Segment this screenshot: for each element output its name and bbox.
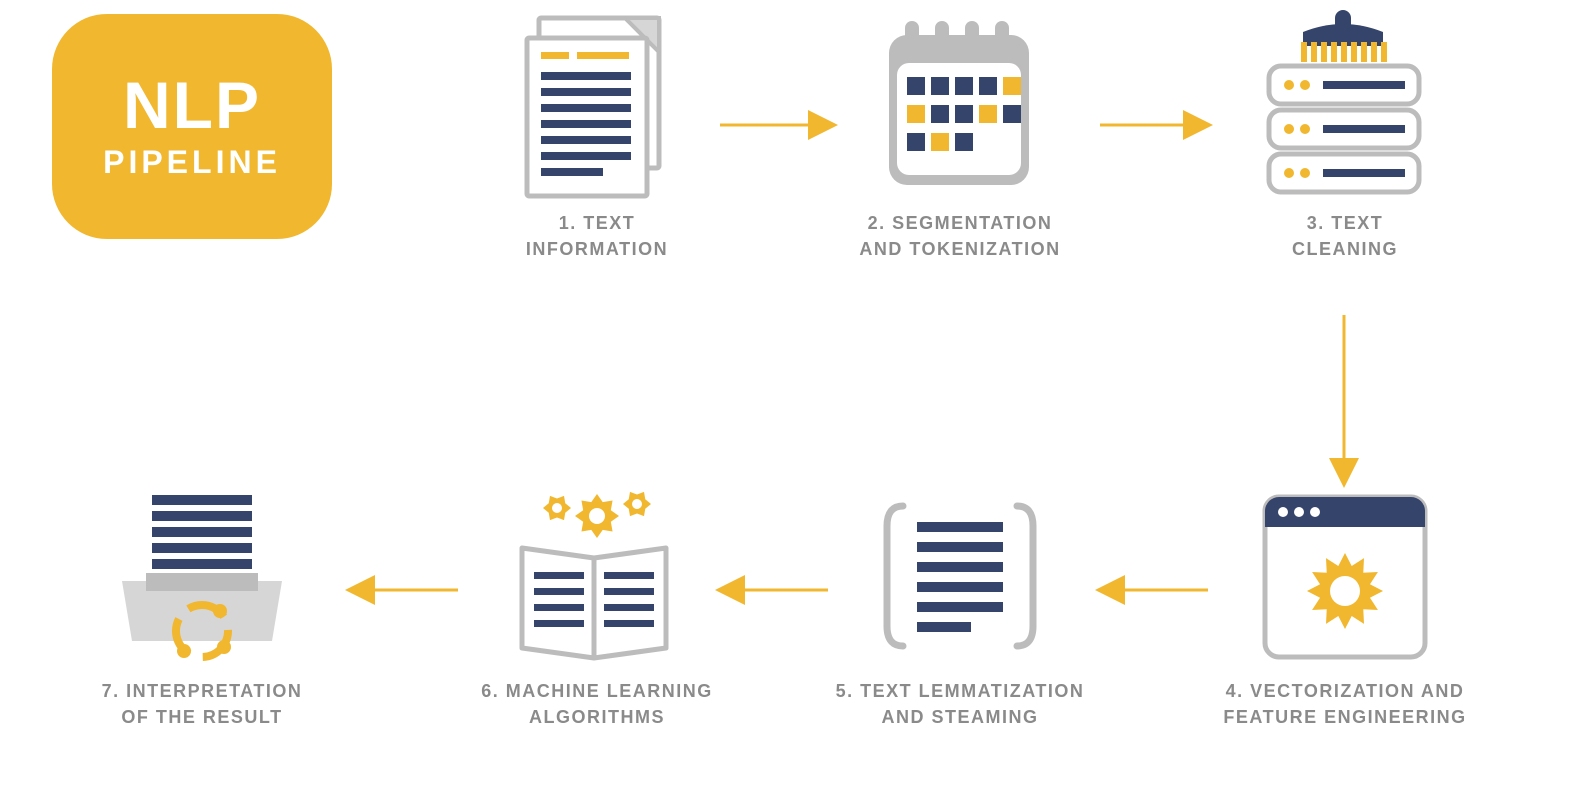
window-gear-icon (1255, 478, 1435, 678)
printer-icon (102, 478, 302, 678)
step-4: 4. VECTORIZATION AND FEATURE ENGINEERING (1215, 478, 1475, 730)
step-label-6: 6. MACHINE LEARNING ALGORITHMS (481, 678, 713, 730)
step-1: 1. TEXT INFORMATION (467, 10, 727, 262)
bracket-text-icon (869, 478, 1051, 678)
step-label-1: 1. TEXT INFORMATION (526, 210, 668, 262)
step-label-5: 5. TEXT LEMMATIZATION AND STEAMING (836, 678, 1085, 730)
step-label-2: 2. SEGMENTATION AND TOKENIZATION (859, 210, 1060, 262)
calendar-icon (875, 10, 1045, 210)
document-icon (517, 10, 677, 210)
title-line2: PIPELINE (103, 144, 281, 181)
diagram-canvas: NLP PIPELINE 1. TEXT INFORMATION 2. SEGME… (0, 0, 1588, 802)
step-label-3: 3. TEXT CLEANING (1292, 210, 1398, 262)
step-3: 3. TEXT CLEANING (1215, 10, 1475, 262)
step-2: 2. SEGMENTATION AND TOKENIZATION (830, 10, 1090, 262)
step-6: 6. MACHINE LEARNING ALGORITHMS (467, 478, 727, 730)
step-label-7: 7. INTERPRETATION OF THE RESULT (102, 678, 303, 730)
step-5: 5. TEXT LEMMATIZATION AND STEAMING (830, 478, 1090, 730)
title-line1: NLP (123, 72, 261, 138)
step-label-4: 4. VECTORIZATION AND FEATURE ENGINEERING (1223, 678, 1466, 730)
step-7: 7. INTERPRETATION OF THE RESULT (72, 478, 332, 730)
servers-icon (1255, 10, 1435, 210)
title-badge: NLP PIPELINE (52, 14, 332, 239)
book-gears-icon (502, 478, 692, 678)
